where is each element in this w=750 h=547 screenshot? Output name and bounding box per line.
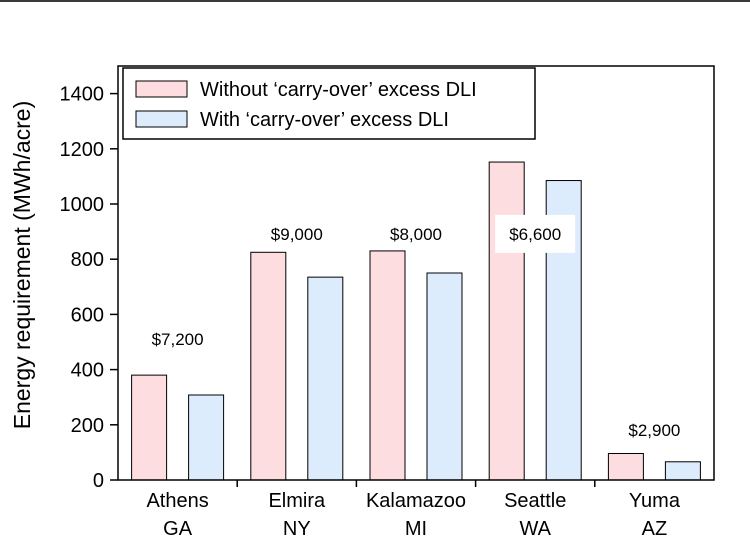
bar-without-carry-over [488,161,525,481]
legend-swatch-with-carry-over [135,110,188,128]
x-tick-label-state: MI [405,518,427,540]
annotations-group: $7,200 $9,000 $8,000 $6,600 $2,900 [152,214,680,440]
y-axis-label: Energy requirement (MWh/acre) [9,101,35,430]
legend-label-with-carry-over: With ‘carry-over’ excess DLI [200,109,449,131]
legend-box [122,67,536,140]
legend: Without ‘carry-over’ excess DLI With ‘ca… [122,67,536,140]
x-tick-label-state: NY [283,518,311,540]
bar-without-carry-over [369,250,406,481]
y-tick-label: 1200 [60,139,105,161]
y-axis-label-group: Energy requirement (MWh/acre) [9,101,35,430]
cost-annotation-background [495,214,576,253]
y-tick-label: 800 [71,249,104,271]
plot-area-frame [117,65,715,481]
cost-annotation: $2,900 [628,421,680,440]
bar-with-carry-over [307,276,344,481]
x-tick-label: Yuma [629,490,681,512]
bar-without-carry-over [250,251,287,481]
cost-annotation: $8,000 [390,225,442,244]
y-tick-label: 1000 [60,194,105,216]
bar-without-carry-over [131,374,168,481]
x-tick-label: Seattle [504,490,566,512]
cost-annotation: $9,000 [271,225,323,244]
cost-annotation: $6,600 [509,225,561,244]
x-tick-label: Kalamazoo [366,490,466,512]
x-tick-label-state: WA [519,518,551,540]
x-tick-label-state: GA [163,518,193,540]
y-tick-label: 1400 [60,84,105,106]
x-axis: Athens GA Elmira NY Kalamazoo MI Seattle WA Yuma… [146,480,681,540]
legend-swatch-without-carry-over [135,80,188,98]
x-tick-label: Elmira [268,490,326,512]
y-axis: 0 200 400 600 800 1000 1200 1400 [60,84,118,492]
bar-with-carry-over [188,394,225,481]
y-tick-label: 200 [71,415,104,437]
bar-with-carry-over [426,272,463,481]
bars-group [131,161,701,481]
y-tick-label: 400 [71,360,104,382]
y-tick-label: 0 [93,470,104,492]
bar-with-carry-over [664,461,701,481]
legend-label-without-carry-over: Without ‘carry-over’ excess DLI [200,79,477,101]
x-tick-label-state: AZ [642,518,668,540]
top-border-line [0,0,750,2]
y-tick-label: 600 [71,304,104,326]
x-tick-label: Athens [146,490,208,512]
cost-annotation: $7,200 [152,330,204,349]
bar-without-carry-over [607,453,644,481]
